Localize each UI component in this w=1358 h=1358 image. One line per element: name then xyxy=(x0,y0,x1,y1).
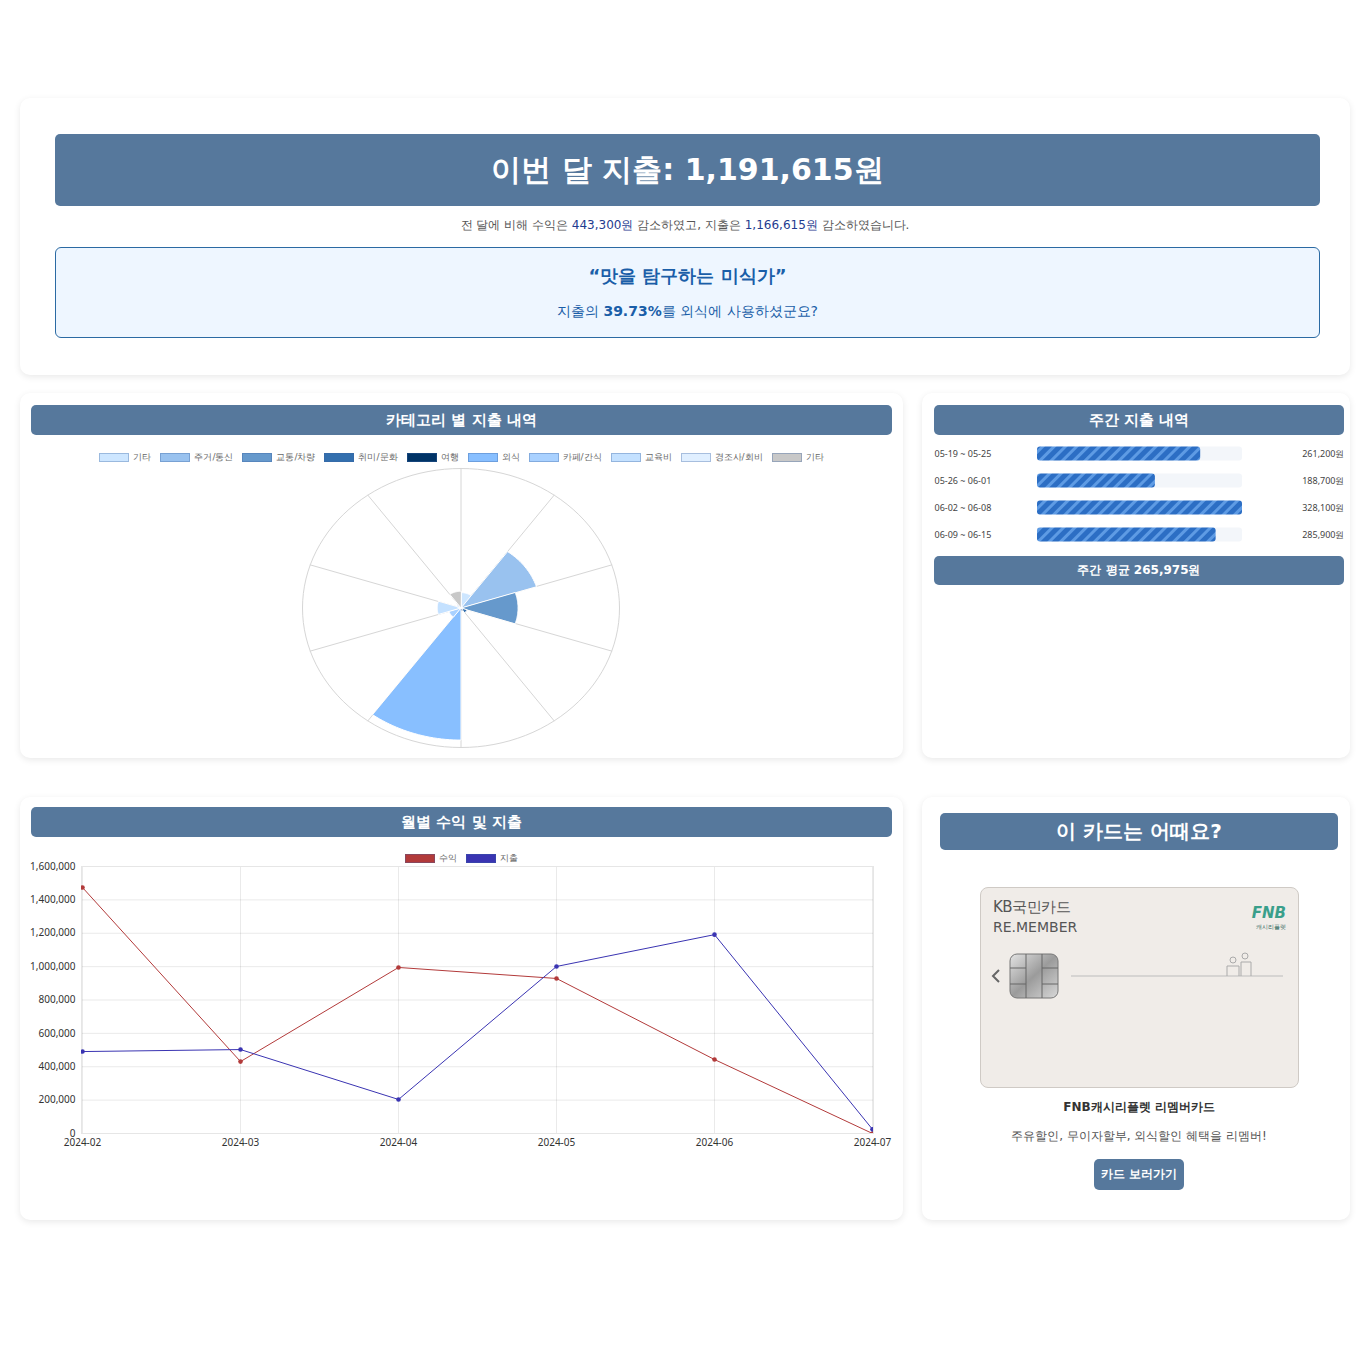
svg-text:1,200,000: 1,200,000 xyxy=(30,925,76,939)
html-text:월별 수익 및 지출: 월별 수익 및 지출 xyxy=(401,812,522,831)
svg-text:1,000,000: 1,000,000 xyxy=(30,959,76,973)
svg-text:2024-07: 2024-07 xyxy=(854,1135,892,1149)
svg-text:1,400,000: 1,400,000 xyxy=(30,892,76,906)
html-text:교육비: 교육비 xyxy=(644,452,672,462)
svg-text:2024-03: 2024-03 xyxy=(222,1135,260,1149)
html-text:전 달에 비해 수익은443,300원감소하였고, 지출은1: 전 달에 비해 수익은443,300원감소하였고, 지출은1,166,615원감… xyxy=(460,218,910,232)
html-text:주간 지출 내역: 주간 지출 내역 xyxy=(1088,410,1190,429)
svg-text:188,700원: 188,700원 xyxy=(1302,474,1344,487)
html-text:기타: 기타 xyxy=(133,452,152,462)
html-text:주간 평균 265,975원: 주간 평균 265,975원 xyxy=(1077,563,1201,577)
svg-text:2024-04: 2024-04 xyxy=(380,1135,418,1149)
html-text:수익: 수익 xyxy=(439,853,457,863)
html-text:주거/통신: 주거/통신 xyxy=(194,452,234,462)
html-text:교통/차량: 교통/차량 xyxy=(276,452,316,462)
html-text:지출의39.73%를 외식에 사용하셨군요?: 지출의39.73%를 외식에 사용하셨군요? xyxy=(556,303,818,319)
html-text:카테고리 별 지출 내역: 카테고리 별 지출 내역 xyxy=(386,410,537,429)
html-text:외식: 외식 xyxy=(501,452,520,462)
html-text:취미/문화: 취미/문화 xyxy=(358,452,398,462)
html-text:이 카드는 어때요?: 이 카드는 어때요? xyxy=(1056,819,1222,843)
svg-text:200,000: 200,000 xyxy=(39,1092,76,1106)
svg-text:400,000: 400,000 xyxy=(39,1059,76,1073)
html-text:카페/간식: 카페/간식 xyxy=(562,452,602,462)
html-text:기타: 기타 xyxy=(805,452,824,462)
svg-text:05-19 ~ 05-25: 05-19 ~ 05-25 xyxy=(935,447,992,460)
svg-text:2024-05: 2024-05 xyxy=(538,1135,576,1149)
svg-text:05-26 ~ 06-01: 05-26 ~ 06-01 xyxy=(935,474,992,487)
svg-text:261,200원: 261,200원 xyxy=(1302,447,1344,460)
html-text:주유할인, 무이자할부, 외식할인 혜택을 리멤버!: 주유할인, 무이자할부, 외식할인 혜택을 리멤버! xyxy=(1011,1129,1267,1143)
html-text:KB국민카드: KB국민카드 xyxy=(993,898,1071,916)
html-text:카드 보러가기: 카드 보러가기 xyxy=(1100,1167,1178,1181)
html-text:“맛을 탐구하는 미식가”: “맛을 탐구하는 미식가” xyxy=(588,265,787,286)
svg-text:328,100원: 328,100원 xyxy=(1302,501,1344,514)
svg-text:800,000: 800,000 xyxy=(39,992,76,1006)
html-text:경조사/회비: 경조사/회비 xyxy=(714,452,763,462)
html-text:RE.MEMBER: RE.MEMBER xyxy=(993,919,1078,935)
svg-text:2024-02: 2024-02 xyxy=(64,1135,102,1149)
svg-text:600,000: 600,000 xyxy=(39,1026,76,1040)
svg-text:06-09 ~ 06-15: 06-09 ~ 06-15 xyxy=(935,528,992,541)
html-text:지출: 지출 xyxy=(500,853,518,863)
html-text:FNB: FNB xyxy=(1251,904,1286,922)
svg-text:1,600,000: 1,600,000 xyxy=(30,859,76,873)
html-text:FNB캐시리플렛 리멤버카드: FNB캐시리플렛 리멤버카드 xyxy=(1063,1100,1215,1114)
html-text:캐시리플렛: 캐시리플렛 xyxy=(1256,923,1286,930)
svg-text:2024-06: 2024-06 xyxy=(696,1135,734,1149)
html-text:이번 달 지출: 1,191,615원: 이번 달 지출: 1,191,615원 xyxy=(491,151,884,187)
html-text:여행: 여행 xyxy=(440,452,459,462)
svg-text:285,900원: 285,900원 xyxy=(1302,528,1344,541)
svg-text:0: 0 xyxy=(69,1125,76,1140)
svg-text:06-02 ~ 06-08: 06-02 ~ 06-08 xyxy=(935,501,992,514)
